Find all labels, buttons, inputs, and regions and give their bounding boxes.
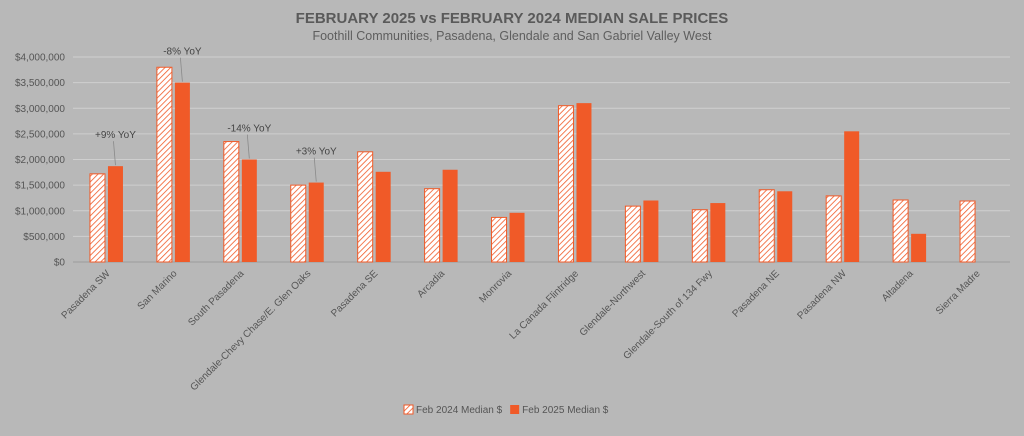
bar-feb-2024 [758, 189, 775, 263]
y-tick-label: $3,500,000 [15, 78, 65, 89]
bar-feb-2024 [424, 188, 441, 263]
x-tick-label: Pasadena SE [329, 268, 380, 319]
x-tick-label: South Pasadena [186, 268, 246, 328]
annotation-label: +9% YoY [95, 130, 136, 141]
legend-swatch-feb-2025 [510, 405, 520, 414]
bar-feb-2025 [844, 131, 860, 262]
bar-feb-2024 [825, 195, 842, 263]
bar-feb-2025 [643, 200, 659, 262]
y-tick-label: $2,500,000 [15, 129, 65, 140]
x-tick-label: Sierra Madre [934, 268, 983, 317]
bar-feb-2025 [375, 171, 391, 262]
x-tick-label: Arcadia [415, 268, 447, 300]
annotation-label: -14% YoY [227, 124, 271, 135]
x-tick-label: Pasadena NW [795, 268, 849, 322]
x-tick-label: Pasadena NE [730, 268, 782, 320]
bar-feb-2024 [491, 216, 508, 263]
legend-label: Feb 2025 Median $ [522, 405, 609, 416]
bar-feb-2025 [442, 169, 458, 262]
annotation-leader [313, 157, 317, 182]
bar-feb-2024 [357, 151, 374, 263]
x-tick-label: La Canada Flintridge [508, 268, 582, 342]
bar-feb-2025 [710, 203, 726, 262]
bar-feb-2025 [107, 166, 123, 262]
legend: Feb 2024 Median $ Feb 2025 Median $ [403, 404, 609, 416]
y-tick-label: $0 [54, 258, 66, 269]
bars [89, 66, 976, 263]
y-tick-label: $4,000,000 [15, 53, 65, 64]
annotation-label: -8% YoY [163, 47, 202, 58]
y-tick-label: $500,000 [23, 232, 65, 243]
annotation-leader [179, 57, 183, 82]
bar-feb-2025 [241, 159, 257, 262]
chart-subtitle: Foothill Communities, Pasadena, Glendale… [312, 29, 712, 43]
bar-feb-2024 [156, 66, 173, 263]
x-tick-label: Pasadena SW [60, 268, 113, 321]
chart-title: FEBRUARY 2025 vs FEBRUARY 2024 MEDIAN SA… [296, 10, 729, 27]
bar-feb-2024 [959, 200, 976, 263]
x-tick-label: Glendale-Northwest [578, 268, 648, 338]
annotation-leader [113, 141, 116, 166]
bar-feb-2025 [911, 233, 927, 262]
y-tick-label: $2,000,000 [15, 155, 65, 166]
bar-feb-2024 [89, 173, 106, 263]
bar-feb-2025 [777, 191, 793, 262]
legend-label: Feb 2024 Median $ [416, 405, 503, 416]
x-tick-label: Altadena [880, 268, 916, 304]
bar-feb-2024 [223, 141, 240, 263]
legend-swatch-feb-2024 [403, 404, 414, 415]
y-tick-label: $1,000,000 [15, 206, 65, 217]
x-tick-label: Glendale-Chevy Chase/E. Glen Oaks [188, 268, 313, 393]
bar-feb-2025 [509, 212, 525, 262]
bar-feb-2024 [557, 105, 574, 263]
y-tick-label: $1,500,000 [15, 181, 65, 192]
bar-feb-2024 [624, 205, 641, 263]
annotation-label: +3% YoY [296, 147, 337, 158]
annotations: +9% YoY -8% YoY -14% YoY +3% YoY [95, 47, 337, 182]
bar-feb-2024 [892, 199, 909, 263]
bar-feb-2024 [290, 184, 307, 263]
bar-feb-2025 [174, 82, 190, 262]
x-tick-label: San Marino [136, 268, 180, 312]
x-tick-label: Monrovia [477, 268, 514, 305]
bar-feb-2025 [576, 103, 592, 262]
annotation-leader [246, 134, 250, 159]
gridlines [73, 56, 1010, 263]
bar-feb-2024 [691, 209, 708, 263]
bar-feb-2025 [308, 182, 324, 262]
y-tick-label: $3,000,000 [15, 104, 65, 115]
